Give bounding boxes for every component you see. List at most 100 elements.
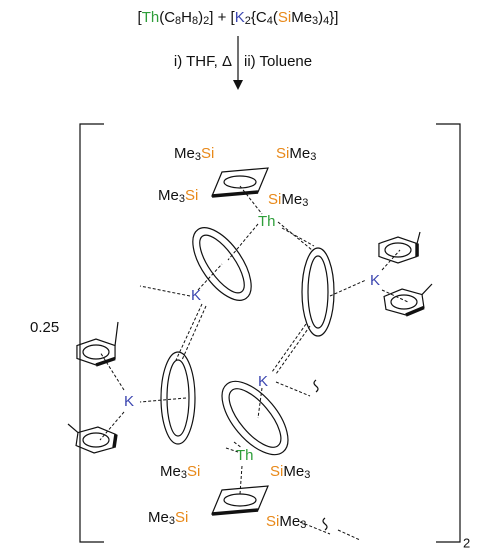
text-run: 8 xyxy=(175,15,181,27)
condition: i) THF, Δ xyxy=(174,53,232,70)
text-run: 3 xyxy=(304,469,310,481)
text-run: 3 xyxy=(302,197,308,209)
c4-ring-inner xyxy=(223,493,257,507)
silyl-label: Me3Si xyxy=(160,463,200,481)
toluene-inner xyxy=(390,294,418,310)
toluene-inner xyxy=(384,242,412,258)
text-run: M xyxy=(158,187,171,204)
text-run: 2 xyxy=(245,15,251,27)
cot-ring xyxy=(301,247,335,337)
text-run: 3 xyxy=(195,151,201,163)
text-run: Th xyxy=(258,213,276,230)
toluene-ring xyxy=(75,426,117,454)
text-run: Th xyxy=(236,447,254,464)
text-run: 8 xyxy=(192,15,198,27)
silyl-label: Me3Si xyxy=(148,509,188,527)
text-run: K xyxy=(235,9,245,26)
text-run: M xyxy=(160,463,173,480)
atom-labels: Me3Si SiMe3 Me3Si SiMe3 Th K K K K Th Me… xyxy=(124,145,380,531)
text-run: M xyxy=(291,9,304,26)
arrow-head xyxy=(233,80,243,90)
silyl-label: Me3Si xyxy=(174,145,214,163)
text-run: Th xyxy=(142,9,160,26)
text-run: K xyxy=(124,393,134,410)
potassium-label: K xyxy=(258,373,268,390)
metal-label: Th xyxy=(258,213,276,230)
text-run: C xyxy=(256,9,267,26)
text-run: Si xyxy=(266,513,279,530)
text-run: 4 xyxy=(267,15,273,27)
bracket-subscript: 2 xyxy=(463,535,470,550)
text-run: e xyxy=(302,145,310,162)
coordination xyxy=(239,185,263,215)
text-run: Si xyxy=(175,509,188,526)
cot-ring-inner xyxy=(307,255,329,329)
right-bracket xyxy=(436,123,461,543)
text-run: ] xyxy=(334,9,338,26)
text-run: 3 xyxy=(300,519,306,531)
c4-ring xyxy=(211,485,269,515)
silyl-label: SiMe3 xyxy=(270,463,310,481)
toluene-bond xyxy=(405,305,425,317)
cot-rings xyxy=(160,227,335,456)
text-run: e xyxy=(294,191,302,208)
text-run: H xyxy=(181,9,192,26)
text-run: Si xyxy=(187,463,200,480)
cot-ring xyxy=(160,351,196,445)
text-run: [ xyxy=(138,9,143,26)
text-run: ] xyxy=(209,9,213,26)
cot-ring xyxy=(192,227,252,301)
text-run: e xyxy=(187,145,195,162)
silyl-label: SiMe3 xyxy=(276,145,316,163)
text-run: K xyxy=(370,272,380,289)
metal-label: Th xyxy=(236,447,254,464)
text-run: e xyxy=(296,463,304,480)
c4-bond xyxy=(211,508,259,516)
text-run: K xyxy=(258,373,268,390)
text-run: 4 xyxy=(323,15,329,27)
stoichiometry: 0.25 xyxy=(30,319,59,336)
text-run: Si xyxy=(185,187,198,204)
potassium-label: K xyxy=(370,272,380,289)
text-run: [ xyxy=(231,9,236,26)
coordination xyxy=(239,465,243,495)
text-run: ( xyxy=(273,9,278,26)
silyl-label: Me3Si xyxy=(158,187,198,205)
text-run: ) xyxy=(318,9,323,26)
coordination-lines xyxy=(99,221,409,453)
text-run: } xyxy=(329,9,334,26)
text-run: M xyxy=(174,145,187,162)
toluene-inner xyxy=(82,344,110,360)
methyl-bond xyxy=(416,231,421,244)
potassium-label: K xyxy=(124,393,134,410)
text-run: M xyxy=(283,463,296,480)
text-run: M xyxy=(279,513,292,530)
text-run: C xyxy=(164,9,175,26)
text-run: e xyxy=(304,9,312,26)
text-run: Si xyxy=(270,463,283,480)
wavy-bond xyxy=(322,517,328,531)
cot-ring-inner xyxy=(228,388,282,448)
text-run: 3 xyxy=(169,515,175,527)
methyl-bond xyxy=(114,321,119,346)
cot-ring-inner xyxy=(199,234,245,294)
methyl-bond xyxy=(67,423,79,433)
text-run: ( xyxy=(159,9,164,26)
condition: ii) Toluene xyxy=(244,53,312,70)
silyl-label: SiMe3 xyxy=(266,513,306,531)
text-run: 2 xyxy=(203,15,209,27)
cot-ring xyxy=(221,380,289,456)
text-run: + xyxy=(218,9,227,26)
text-run: Si xyxy=(276,145,289,162)
text-run: 3 xyxy=(312,15,318,27)
text-run: e xyxy=(173,463,181,480)
text-run: 3 xyxy=(179,193,185,205)
methyl-bond xyxy=(421,283,433,295)
text-run: Si xyxy=(268,191,281,208)
left-bracket xyxy=(79,123,104,543)
text-run: 3 xyxy=(310,151,316,163)
wavy-bond xyxy=(313,379,319,393)
c4-ring-inner xyxy=(223,175,257,189)
text-run: M xyxy=(289,145,302,162)
